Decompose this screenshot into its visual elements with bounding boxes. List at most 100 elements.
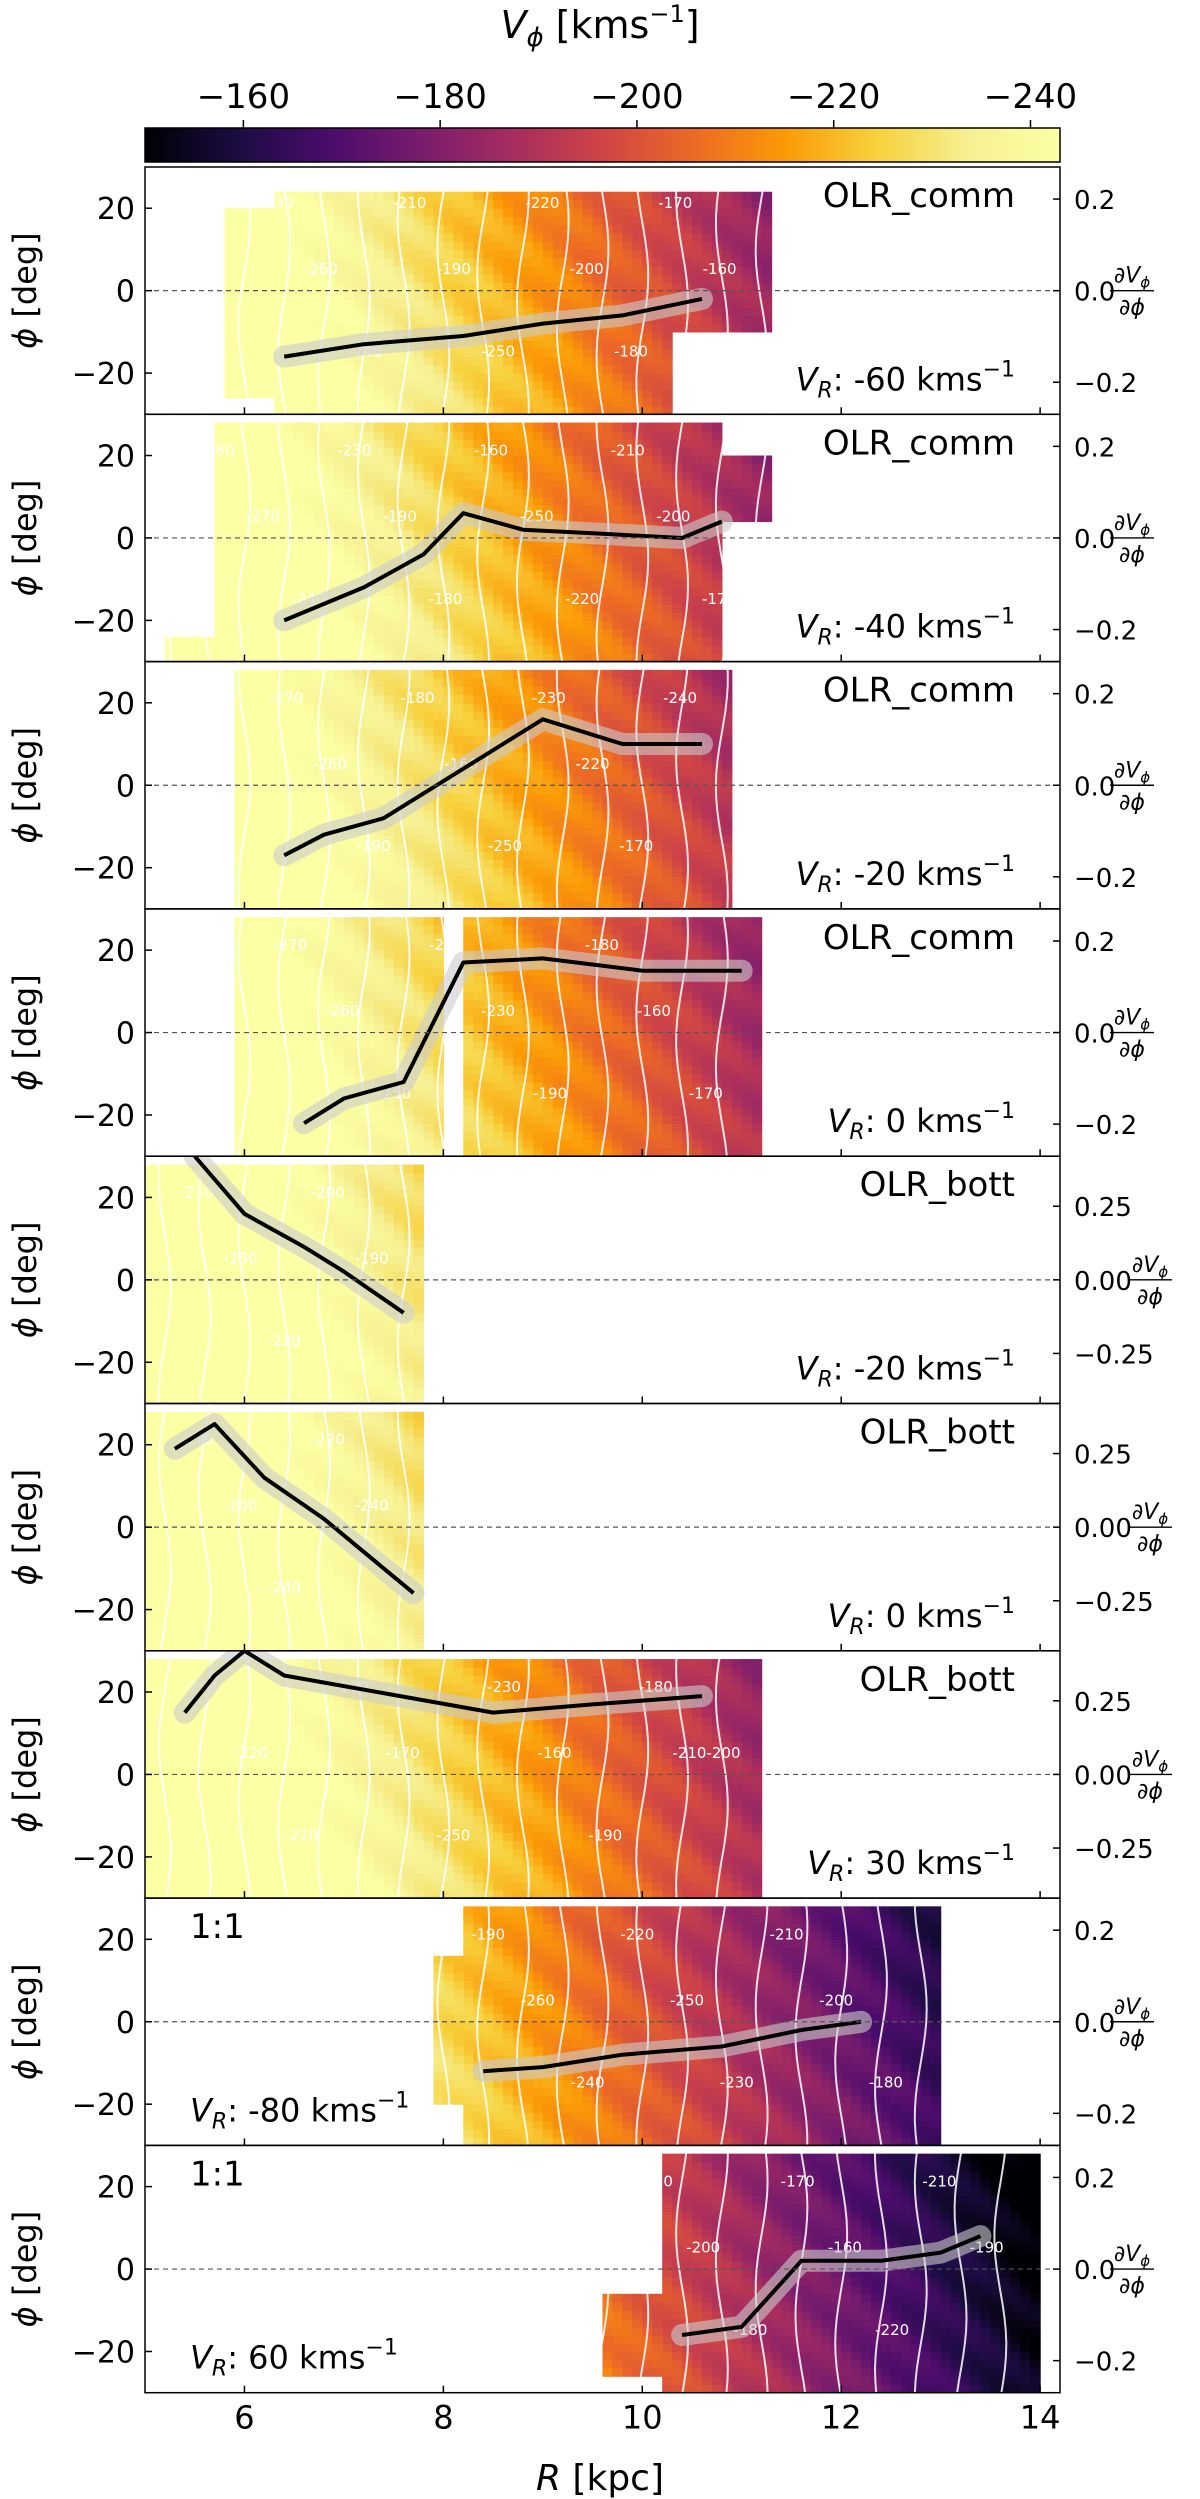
heatmap-cell <box>562 274 574 284</box>
heatmap-cell <box>353 612 365 621</box>
heatmap-cell <box>304 191 315 201</box>
heatmap-cell <box>542 439 554 448</box>
heatmap-cell <box>622 455 633 465</box>
heatmap-cell <box>294 645 305 654</box>
heatmap-cell <box>602 645 614 654</box>
contour-line <box>356 661 371 909</box>
heatmap-cell <box>562 669 574 679</box>
heatmap-cell <box>662 587 673 597</box>
heatmap-cell <box>244 933 256 943</box>
heatmap-cell <box>632 546 643 556</box>
heatmap-cell <box>324 925 335 935</box>
heatmap-cell <box>612 496 623 506</box>
heatmap-cell <box>403 373 415 382</box>
heatmap-cell <box>473 364 484 374</box>
heatmap-cell <box>503 274 514 284</box>
heatmap-cell <box>483 628 494 638</box>
heatmap-cell <box>264 1131 275 1141</box>
heatmap-cell <box>234 439 246 448</box>
heatmap-cell <box>622 793 633 803</box>
heatmap-cell <box>503 884 514 894</box>
heatmap-cell <box>284 282 295 292</box>
heatmap-cell <box>522 834 534 844</box>
heatmap-cell <box>433 727 444 737</box>
heatmap-cell <box>751 472 763 481</box>
heatmap-cell <box>353 1024 365 1034</box>
heatmap-cell <box>672 282 683 292</box>
heatmap-cell <box>662 636 673 646</box>
heatmap-cell <box>324 199 335 209</box>
heatmap-cell <box>333 793 345 803</box>
heatmap-cell <box>294 529 305 539</box>
heatmap-cell <box>592 298 604 308</box>
heatmap-cell <box>333 711 345 720</box>
heatmap-cell <box>304 752 315 762</box>
heatmap-cell <box>264 999 275 1009</box>
right-tick-label: −0.2 <box>1074 617 1137 647</box>
heatmap-cell <box>652 892 663 902</box>
heatmap-cell <box>522 554 534 564</box>
heatmap-cell <box>662 554 673 564</box>
heatmap-cell <box>483 472 494 481</box>
heatmap-cell <box>652 760 663 770</box>
heatmap-cell <box>612 439 623 448</box>
heatmap-cell <box>483 282 494 292</box>
heatmap-cell <box>254 1098 265 1108</box>
heatmap-cell <box>373 834 385 844</box>
heatmap-cell <box>413 224 425 234</box>
heatmap-cell <box>692 496 703 506</box>
heatmap-cell <box>314 1049 325 1058</box>
heatmap-cell <box>373 999 385 1009</box>
heatmap-cell <box>503 447 514 457</box>
heatmap-cell <box>314 570 325 580</box>
heatmap-cell <box>393 537 405 547</box>
colorbar-tick-label: −180 <box>393 77 486 117</box>
heatmap-cell <box>711 727 723 737</box>
heatmap-cell <box>542 554 554 564</box>
heatmap-cell <box>622 653 633 662</box>
heatmap-cell <box>701 570 713 580</box>
heatmap-cell <box>304 472 315 481</box>
heatmap-cell <box>701 793 713 803</box>
heatmap-cell <box>701 307 713 316</box>
heatmap-cell <box>254 290 265 300</box>
heatmap-cell <box>512 232 524 242</box>
heatmap-cell <box>274 389 285 399</box>
heatmap-cell <box>692 595 703 605</box>
heatmap-cell <box>383 307 395 316</box>
heatmap-cell <box>483 496 494 506</box>
heatmap-cell <box>333 719 345 729</box>
heatmap-cell <box>423 628 435 638</box>
heatmap-cell <box>393 282 405 292</box>
heatmap-cell <box>572 669 584 679</box>
heatmap-cell <box>373 504 385 514</box>
heatmap-cell <box>672 546 683 556</box>
heatmap-cell <box>632 513 643 523</box>
heatmap-cell <box>602 694 614 704</box>
heatmap-cell <box>473 628 484 638</box>
heatmap-cell <box>353 744 365 753</box>
heatmap-cell <box>522 422 534 432</box>
heatmap-cell <box>701 818 713 828</box>
heatmap-cell <box>582 818 594 828</box>
heatmap-cell <box>572 595 584 605</box>
heatmap-cell <box>522 826 534 836</box>
heatmap-cell <box>463 480 474 490</box>
heatmap-cell <box>294 455 305 465</box>
heatmap-cell <box>582 389 594 399</box>
heatmap-cell <box>473 274 484 284</box>
heatmap-cell <box>463 777 474 786</box>
heatmap-cell <box>373 282 385 292</box>
heatmap-cell <box>473 406 484 415</box>
heatmap-cell <box>512 496 524 506</box>
heatmap-cell <box>622 381 633 391</box>
heatmap-cell <box>264 463 275 473</box>
heatmap-cell <box>443 274 454 284</box>
heatmap-cell <box>333 315 345 325</box>
heatmap-cell <box>264 307 275 316</box>
heatmap-cell <box>324 216 335 226</box>
heatmap-cell <box>542 290 554 300</box>
heatmap-cell <box>582 298 594 308</box>
heatmap-cell <box>532 381 544 391</box>
heatmap-cell <box>294 480 305 490</box>
